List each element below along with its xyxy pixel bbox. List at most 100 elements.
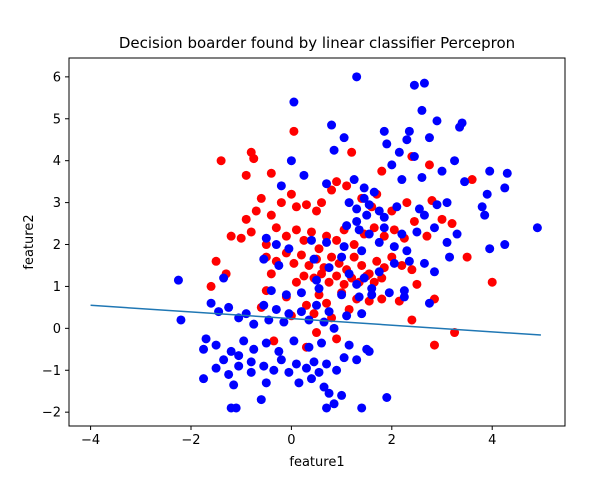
data-point-blue [374, 206, 384, 216]
data-point-blue [339, 242, 349, 252]
data-point-red [249, 154, 259, 164]
data-point-blue [284, 244, 294, 254]
data-point-blue [301, 363, 311, 373]
data-point-red [322, 298, 332, 308]
x-tick-label: −4 [81, 433, 100, 448]
data-point-red [314, 290, 324, 300]
data-point-blue [364, 346, 374, 356]
y-tick-label: 0 [53, 322, 61, 337]
data-point-blue [379, 126, 389, 136]
data-point-blue [289, 97, 299, 107]
y-tick-label: 6 [53, 70, 61, 85]
data-point-blue [322, 179, 332, 189]
data-point-blue [324, 263, 334, 273]
data-point-blue [271, 304, 281, 314]
data-point-blue [199, 374, 209, 384]
data-point-blue [367, 284, 377, 294]
data-point-red [339, 279, 349, 289]
data-point-blue [219, 273, 229, 283]
data-point-blue [362, 210, 372, 220]
data-point-blue [329, 145, 339, 155]
data-point-red [424, 160, 434, 170]
data-point-blue [219, 355, 229, 365]
data-point-red [347, 147, 357, 157]
data-point-red [357, 260, 367, 270]
data-point-red [286, 189, 296, 199]
data-point-red [369, 223, 379, 233]
data-point-blue [224, 302, 234, 312]
data-point-blue [324, 388, 334, 398]
data-point-blue [259, 254, 269, 264]
data-point-blue [500, 183, 510, 193]
data-point-blue [452, 229, 462, 239]
data-point-blue [344, 340, 354, 350]
data-point-red [256, 193, 266, 203]
data-point-red [332, 235, 342, 245]
data-point-blue [359, 193, 369, 203]
data-point-blue [296, 307, 306, 317]
data-point-red [266, 168, 276, 178]
data-point-red [422, 231, 432, 241]
x-tick-label: −2 [181, 433, 200, 448]
data-point-blue [354, 292, 364, 302]
data-point-blue [276, 355, 286, 365]
data-point-blue [337, 290, 347, 300]
data-point-blue [324, 307, 334, 317]
data-point-blue [357, 403, 367, 413]
data-point-blue [437, 166, 447, 176]
data-point-red [261, 240, 271, 250]
data-point-red [241, 170, 251, 180]
data-point-red [467, 175, 477, 185]
data-point-red [301, 200, 311, 210]
data-point-blue [176, 315, 186, 325]
data-point-blue [276, 181, 286, 191]
data-point-blue [402, 246, 412, 256]
data-point-blue [424, 298, 434, 308]
data-point-red [342, 181, 352, 191]
data-point-blue [344, 269, 354, 279]
data-point-blue [342, 311, 352, 321]
data-point-red [306, 227, 316, 237]
data-point-red [246, 227, 256, 237]
data-point-blue [357, 246, 367, 256]
data-point-blue [374, 237, 384, 247]
data-point-blue [231, 403, 241, 413]
data-point-blue [337, 252, 347, 262]
data-point-blue [214, 307, 224, 317]
data-point-blue [429, 223, 439, 233]
data-point-blue [384, 288, 394, 298]
data-point-red [276, 198, 286, 208]
data-point-blue [424, 133, 434, 143]
data-point-blue [502, 168, 512, 178]
y-tick-label: −1 [42, 364, 61, 379]
x-tick-label: 0 [287, 433, 295, 448]
data-point-blue [294, 378, 304, 388]
data-point-red [349, 240, 359, 250]
data-point-blue [382, 139, 392, 149]
data-point-blue [281, 290, 291, 300]
data-point-blue [332, 365, 342, 375]
data-point-blue [206, 298, 216, 308]
data-point-red [322, 231, 332, 241]
data-point-blue [173, 275, 183, 285]
data-point-blue [369, 187, 379, 197]
data-point-blue [432, 200, 442, 210]
data-point-blue [322, 403, 332, 413]
data-point-blue [357, 309, 367, 319]
y-tick-label: 3 [53, 196, 61, 211]
data-point-blue [389, 242, 399, 252]
data-point-blue [419, 78, 429, 88]
data-point-blue [261, 338, 271, 348]
data-point-red [407, 315, 417, 325]
data-point-blue [460, 177, 470, 187]
data-point-red [324, 277, 334, 287]
data-point-blue [399, 292, 409, 302]
data-point-blue [229, 380, 239, 390]
y-tick-label: 1 [53, 280, 61, 295]
data-point-blue [379, 223, 389, 233]
data-point-red [317, 269, 327, 279]
chart-title: Decision boarder found by linear classif… [119, 34, 515, 52]
y-axis-label: feature2 [22, 214, 37, 269]
data-point-blue [291, 359, 301, 369]
